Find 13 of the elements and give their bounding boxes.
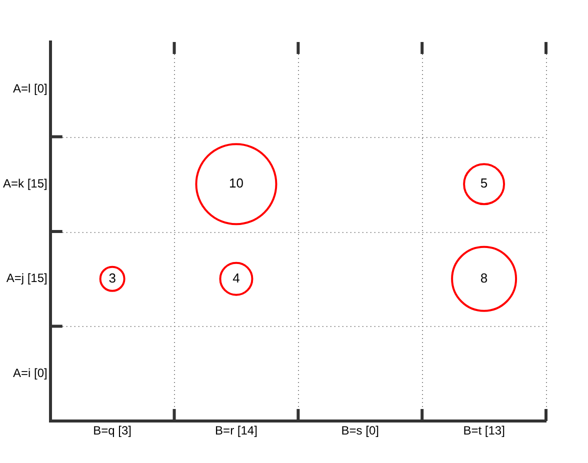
data-label: 10	[228, 176, 244, 191]
x-tick-label: B=s [0]	[341, 424, 379, 438]
y-tick-label: A=i [0]	[13, 366, 48, 380]
x-tick-label: B=r [14]	[215, 424, 258, 438]
x-tick-label: B=q [3]	[93, 424, 132, 438]
y-tick-label: A=l [0]	[13, 82, 48, 96]
data-label: 4	[232, 270, 240, 286]
data-label: 8	[480, 270, 488, 286]
x-tick-label: B=t [13]	[463, 424, 505, 438]
data-label: 5	[480, 176, 488, 191]
y-tick-label: A=k [15]	[2, 176, 48, 190]
data-label: 3	[108, 270, 116, 286]
y-tick-label: A=j [15]	[6, 271, 48, 286]
